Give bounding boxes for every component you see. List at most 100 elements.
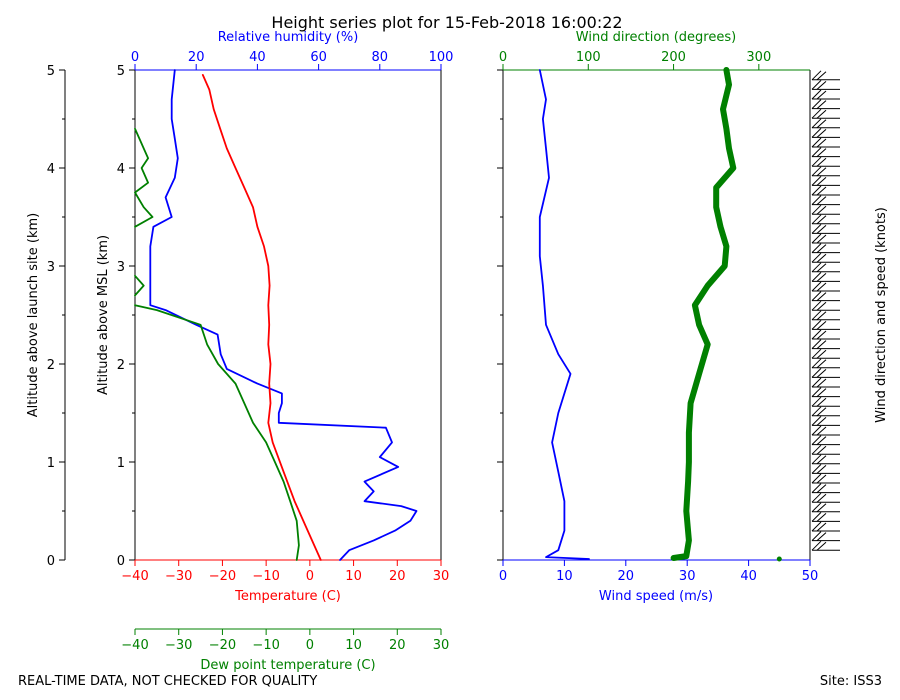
temp-tick-label: −40 [121, 569, 148, 584]
barb-flag [816, 321, 827, 330]
barb-flag [811, 252, 822, 263]
barb-flag [816, 205, 827, 215]
barb-flag [811, 387, 822, 397]
barb-flag [811, 80, 822, 90]
msl-altitude-tick-label: 5 [117, 64, 125, 79]
dew-tick-label: 30 [433, 638, 450, 653]
dewpoint-line [134, 127, 300, 561]
wspd-tick-label: 30 [679, 569, 696, 584]
barb-flag [816, 474, 827, 484]
barb-flag [811, 204, 822, 215]
barb-flag [816, 311, 827, 321]
barb-flag [816, 167, 827, 177]
barb-flag [816, 263, 827, 273]
barb-flag [811, 339, 822, 349]
barb-flag [811, 512, 822, 522]
barb-flag [816, 445, 827, 455]
barb-flag [811, 502, 822, 513]
rh-tick-label: 80 [372, 50, 389, 65]
barb-flag [816, 81, 827, 90]
barb-flag [816, 253, 827, 263]
barb-flag [816, 330, 827, 340]
barb-flag [811, 147, 822, 157]
temperature-line [201, 74, 322, 561]
barb-flag [811, 425, 822, 436]
rh-tick-label: 0 [131, 50, 139, 65]
barb-flag [811, 464, 822, 474]
wspd-tick-label: 10 [556, 569, 573, 584]
barb-flag [811, 70, 822, 81]
thermo-series [134, 69, 418, 561]
chart-title: Height series plot for 15-Feb-2018 16:00… [271, 13, 622, 32]
wind-series [538, 67, 782, 562]
barb-flag [811, 137, 822, 148]
launch-altitude-tick-label: 5 [47, 64, 55, 79]
temp-tick-label: 20 [389, 569, 406, 584]
barb-flag [811, 291, 822, 301]
barb-flag [816, 138, 827, 148]
dew-tick-label: −10 [252, 638, 279, 653]
barb-flag [811, 243, 822, 253]
dew-ticks: −40 −30 −20 −10 0 10 20 30 [121, 629, 449, 653]
barb-flag [816, 493, 827, 503]
barb-flag [811, 416, 822, 426]
barb-flag [811, 329, 822, 340]
barb-flag [816, 244, 827, 253]
dew-tick-label: 20 [389, 638, 406, 653]
barb-flag [811, 358, 822, 369]
temp-tick-label: −30 [165, 569, 192, 584]
barb-flag [811, 492, 822, 503]
barb-flag [811, 444, 822, 455]
wspd-tick-label: 40 [740, 569, 757, 584]
barb-flag [816, 359, 827, 369]
barb-flag [811, 224, 822, 234]
wdir-ticks: 0 100 200 300 [499, 50, 771, 70]
launch-altitude-tick-label: 2 [47, 358, 55, 373]
barb-flag [811, 396, 822, 407]
barb-flag [811, 320, 822, 330]
barb-flag [816, 100, 827, 109]
barb-flag [816, 282, 827, 292]
barb-flag [816, 513, 827, 522]
barb-flag [816, 301, 827, 311]
rh-tick-label: 40 [249, 50, 266, 65]
barb-flag [816, 215, 827, 225]
launch-altitude-ticks: 0 1 2 3 4 5 [47, 64, 65, 569]
barb-flag [811, 214, 822, 225]
barb-flag [816, 503, 827, 513]
barb-flag [811, 406, 822, 417]
barb-flag [816, 148, 827, 157]
barb-flag [816, 378, 827, 388]
barb-flag [816, 522, 827, 532]
barb-flag [811, 454, 822, 465]
barb-flag [811, 118, 822, 129]
barb-flag [816, 541, 827, 551]
barb-flag [811, 483, 822, 493]
rh-axis-label: Relative humidity (%) [218, 30, 359, 45]
temp-tick-label: 10 [345, 569, 362, 584]
barb-flag [816, 436, 827, 445]
wdir-tick-label: 200 [661, 50, 686, 65]
thermo-panel: 0 1 2 3 4 5 Altitude above launch site (km) 0… [26, 30, 453, 673]
barb-flag [816, 273, 827, 282]
wspd-ticks: 0 10 20 30 40 50 [499, 560, 818, 584]
msl-altitude-tick-label: 4 [117, 162, 125, 177]
temp-tick-label: 30 [433, 569, 450, 584]
dew-tick-label: −40 [121, 638, 148, 653]
wdir-tick-label: 100 [576, 50, 601, 65]
barb-flag [816, 426, 827, 436]
msl-altitude-tick-label: 3 [117, 260, 125, 275]
barb-flag [811, 377, 822, 388]
barb-flag [816, 177, 827, 186]
barb-flag [816, 397, 827, 407]
barb-flag [811, 166, 822, 177]
wspd-axis-label: Wind speed (m/s) [599, 589, 713, 604]
barb-flag [816, 157, 827, 167]
msl-altitude-label: Altitude above MSL (km) [96, 235, 111, 395]
barb-flag [816, 225, 827, 234]
temp-tick-label: −20 [209, 569, 236, 584]
msl-altitude-ticks: 0 1 2 3 4 5 [117, 64, 135, 569]
barb-flag [816, 417, 827, 426]
barb-flag [811, 368, 822, 378]
